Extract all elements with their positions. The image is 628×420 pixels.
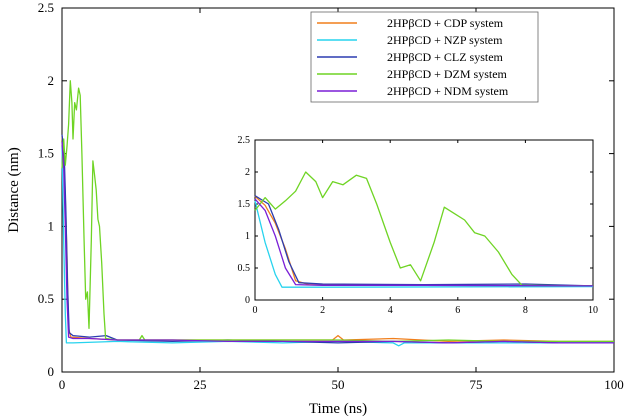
y-tick-label: 1.5 xyxy=(38,146,54,161)
legend-label: 2HPβCD + NZP system xyxy=(387,33,503,47)
y-tick-label: 2.5 xyxy=(38,0,54,15)
inset-x-tick-label: 0 xyxy=(253,305,258,316)
inset-y-tick-label: 2.5 xyxy=(238,135,251,146)
inset-plot: 0 2 4 6 8 10 0 0.5 1 1.5 2 2.5 xyxy=(238,135,599,316)
inset-x-tick-label: 4 xyxy=(388,305,393,316)
inset-y-tick-label: 1 xyxy=(245,231,250,242)
y-tick-label: 1 xyxy=(48,218,55,233)
legend-label: 2HPβCD + CDP system xyxy=(387,16,504,30)
legend-label: 2HPβCD + DZM system xyxy=(387,67,508,81)
inset-x-tick-label: 10 xyxy=(588,305,598,316)
inset-y-tick-label: 0.5 xyxy=(238,263,251,274)
x-tick-label: 25 xyxy=(194,377,207,392)
x-tick-label: 50 xyxy=(332,377,345,392)
x-tick-label: 75 xyxy=(470,377,483,392)
x-tick-label: 0 xyxy=(59,377,66,392)
legend-label: 2HPβCD + NDM system xyxy=(387,84,509,98)
inset-x-tick-label: 8 xyxy=(523,305,528,316)
inset-y-tick-label: 1.5 xyxy=(238,199,251,210)
inset-frame xyxy=(254,139,594,301)
inset-x-tick-label: 6 xyxy=(455,305,460,316)
legend-label: 2HPβCD + CLZ system xyxy=(387,50,504,64)
inset-y-tick-label: 0 xyxy=(245,295,250,306)
y-axis-title: Distance (nm) xyxy=(6,147,22,232)
x-tick-label: 100 xyxy=(604,377,624,392)
y-tick-label: 0 xyxy=(48,364,55,379)
y-tick-label: 2 xyxy=(48,73,55,88)
inset-x-tick-label: 2 xyxy=(320,305,325,316)
inset-series-line xyxy=(254,198,594,287)
y-tick-label: 0.5 xyxy=(38,291,54,306)
inset-y-tick-label: 2 xyxy=(245,167,250,178)
inset-series-line xyxy=(254,171,594,287)
series-line xyxy=(61,141,614,344)
inset-series-line xyxy=(254,200,594,288)
x-axis-title: Time (ns) xyxy=(309,401,367,417)
legend: 2HPβCD + CDP system 2HPβCD + NZP system 2H… xyxy=(310,11,539,103)
inset-series-line xyxy=(254,195,594,287)
series-line xyxy=(61,80,614,343)
